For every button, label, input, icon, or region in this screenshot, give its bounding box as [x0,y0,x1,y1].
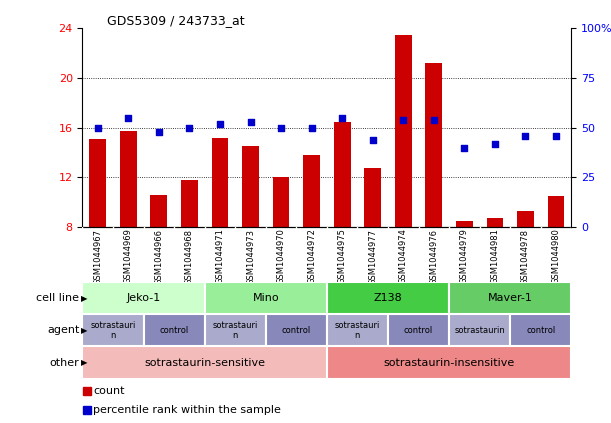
Point [185,124,194,131]
Point [123,114,133,121]
Text: sotrastaurin-sensitive: sotrastaurin-sensitive [144,357,265,368]
Bar [327,282,449,314]
Bar [517,211,534,227]
Text: percentile rank within the sample: percentile rank within the sample [93,405,281,415]
Bar [364,168,381,227]
Text: other: other [49,357,79,368]
Text: sotrastauri
n: sotrastauri n [90,321,136,340]
Bar [120,132,137,227]
Bar [425,63,442,227]
Text: sotrastauri
n: sotrastauri n [335,321,380,340]
Bar [327,346,571,379]
Bar [273,178,290,227]
Bar [82,282,205,314]
Bar [82,314,144,346]
Bar [327,314,388,346]
Point [246,118,255,125]
Point [337,114,347,121]
Point [398,116,408,123]
Text: control: control [282,326,311,335]
Text: Jeko-1: Jeko-1 [126,293,161,303]
Point [215,121,225,127]
Text: control: control [526,326,555,335]
Text: Maver-1: Maver-1 [488,293,533,303]
Point [368,136,378,143]
Bar [266,314,327,346]
Bar [449,282,571,314]
Text: sotrastauri
n: sotrastauri n [213,321,258,340]
Bar [449,314,510,346]
Bar [205,314,266,346]
Bar [89,139,106,227]
Bar [205,282,327,314]
Text: count: count [93,386,125,396]
Point [459,144,469,151]
Point [276,124,286,131]
Bar [150,195,167,227]
Text: control: control [404,326,433,335]
Point [93,124,103,131]
Bar [242,146,259,227]
Point [429,116,439,123]
Text: ▶: ▶ [81,294,87,303]
Bar [334,121,351,227]
Text: GDS5309 / 243733_at: GDS5309 / 243733_at [107,14,244,27]
Point [490,140,500,147]
Bar [388,314,449,346]
Bar [456,221,473,227]
Bar [303,155,320,227]
Bar [510,314,571,346]
Text: sotrastaurin-insensitive: sotrastaurin-insensitive [384,357,514,368]
Bar [181,180,198,227]
Bar [144,314,205,346]
Bar [211,138,229,227]
Text: ▶: ▶ [81,358,87,367]
Point [307,124,316,131]
Text: control: control [159,326,189,335]
Point [154,128,164,135]
Bar [547,196,565,227]
Text: agent: agent [47,325,79,335]
Text: ▶: ▶ [81,326,87,335]
Bar [395,35,412,227]
Text: cell line: cell line [37,293,79,303]
Text: Z138: Z138 [373,293,403,303]
Bar [486,218,503,227]
Bar [82,346,327,379]
Text: Mino: Mino [252,293,279,303]
Point [521,132,530,139]
Point [551,132,561,139]
Text: sotrastaurin: sotrastaurin [454,326,505,335]
